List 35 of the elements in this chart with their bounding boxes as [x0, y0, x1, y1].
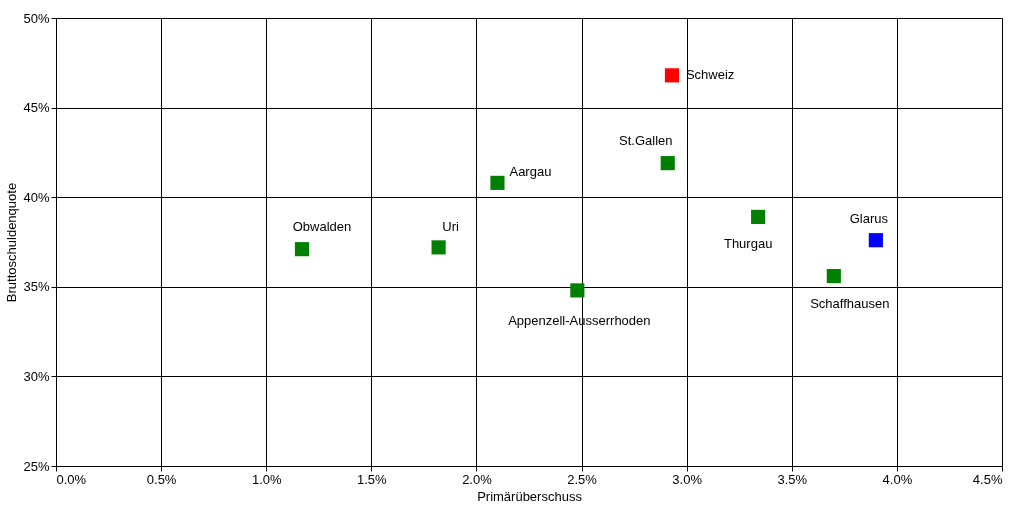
x-tick-label: 1.5%	[357, 471, 388, 487]
series-label: Schweiz	[685, 67, 735, 83]
series-label: Aargau	[509, 163, 552, 179]
point	[294, 242, 310, 257]
point	[660, 156, 675, 171]
x-tick-label: 4.0%	[882, 471, 913, 487]
x-tick-label: 3.5%	[777, 471, 808, 487]
y-tick-label: 30%	[23, 368, 50, 384]
x-tick-label: 4.5%	[972, 471, 1003, 487]
y-tick-label: 35%	[23, 279, 50, 295]
series-label: Glarus	[849, 211, 889, 227]
x-tick-label: 0.5%	[146, 471, 177, 487]
point	[431, 240, 446, 255]
y-tick-label: 45%	[23, 100, 50, 116]
x-axis-title: Primärüberschuss	[477, 488, 583, 504]
point	[826, 268, 841, 284]
point	[664, 68, 680, 83]
y-axis-title: Bruttoschuldenquote	[4, 182, 20, 303]
x-tick-label: 2.0%	[462, 471, 493, 487]
series-label: Obwalden	[292, 219, 352, 235]
y-tick-label: 50%	[23, 10, 50, 26]
series-label: Uri	[442, 219, 460, 235]
series-label: St.Gallen	[619, 133, 673, 149]
point	[570, 283, 585, 298]
y-tick-label: 40%	[23, 189, 50, 205]
point	[868, 233, 883, 248]
point	[751, 209, 766, 224]
series-label: Thurgau	[723, 235, 773, 251]
x-tick-label: 1.0%	[251, 471, 282, 487]
y-tick-label: 25%	[23, 458, 50, 474]
point	[490, 175, 505, 190]
x-tick-label: 3.0%	[672, 471, 703, 487]
x-tick-label: 2.5%	[567, 471, 598, 487]
series-label: Schaffhausen	[810, 296, 890, 312]
x-tick-label: 0.0%	[56, 471, 87, 487]
